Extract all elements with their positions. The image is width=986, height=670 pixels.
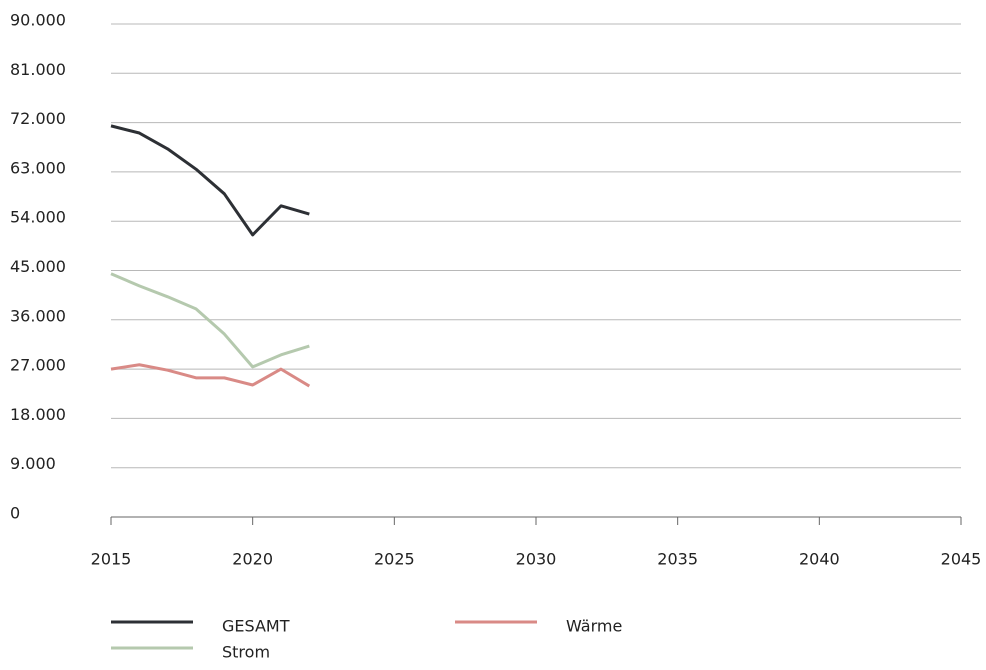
x-tick-label: 2020 (232, 550, 273, 569)
y-tick-label: 27.000 (10, 356, 66, 375)
x-tick-label: 2045 (941, 550, 982, 569)
x-tick-label: 2040 (799, 550, 840, 569)
y-tick-label: 36.000 (10, 306, 66, 325)
x-tick-label: 2025 (374, 550, 415, 569)
legend-label: Strom (222, 643, 270, 662)
series-line (110, 363, 311, 388)
y-tick-label: 63.000 (10, 158, 66, 177)
x-tick-label: 2030 (516, 550, 557, 569)
y-tick-label: 45.000 (10, 257, 66, 276)
x-tick-label: 2035 (657, 550, 698, 569)
legend-label: Wärme (566, 617, 622, 636)
y-tick-label: 18.000 (10, 405, 66, 424)
y-tick-label: 81.000 (10, 60, 66, 79)
y-tick-label: 90.000 (10, 11, 66, 30)
x-tick-label: 2015 (91, 550, 132, 569)
series-line (110, 272, 310, 369)
y-tick-label: 54.000 (10, 208, 66, 227)
y-tick-label: 72.000 (10, 109, 66, 128)
legend-label: GESAMT (222, 617, 290, 636)
series-line (110, 124, 310, 237)
y-tick-label: 0 (10, 504, 20, 523)
y-tick-label: 9.000 (10, 454, 56, 473)
